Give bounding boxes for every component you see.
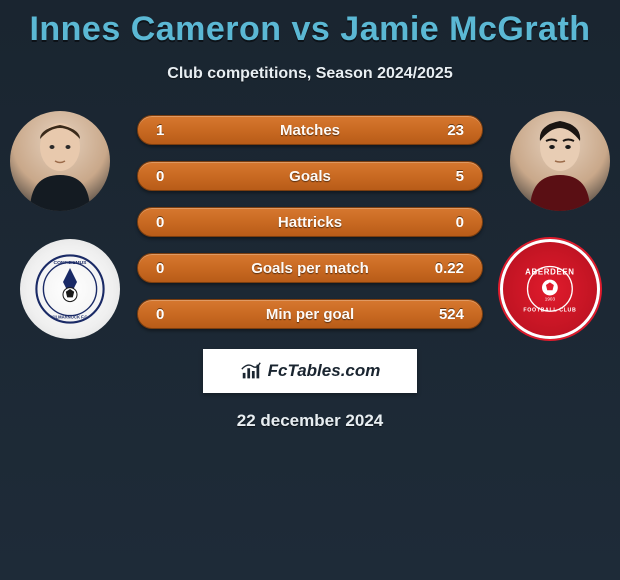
stat-right-value: 0.22 [428, 260, 464, 277]
stat-row: 0 Goals 5 [137, 161, 483, 191]
svg-text:ABERDEEN: ABERDEEN [525, 268, 574, 277]
stat-row: 1 Matches 23 [137, 115, 483, 145]
stat-left-value: 0 [156, 168, 192, 185]
stat-left-value: 1 [156, 122, 192, 139]
stat-row: 0 Min per goal 524 [137, 299, 483, 329]
branding-text: FcTables.com [268, 361, 381, 381]
club-left-crest: CONFIDEMUS KILMARNOCK F.C. [20, 239, 120, 339]
club-right-crest: ABERDEEN 1903 FOOTBALL CLUB [500, 239, 600, 339]
chart-icon [240, 360, 262, 382]
stat-label: Goals [192, 168, 428, 185]
svg-text:1903: 1903 [545, 297, 556, 302]
stat-left-value: 0 [156, 214, 192, 231]
stat-label: Matches [192, 122, 428, 139]
stat-left-value: 0 [156, 260, 192, 277]
stat-left-value: 0 [156, 306, 192, 323]
stat-label: Hattricks [192, 214, 428, 231]
svg-text:CONFIDEMUS: CONFIDEMUS [54, 260, 88, 266]
stat-row: 0 Goals per match 0.22 [137, 253, 483, 283]
date-text: 22 december 2024 [10, 411, 610, 431]
svg-text:FOOTBALL CLUB: FOOTBALL CLUB [523, 307, 576, 313]
stat-label: Min per goal [192, 306, 428, 323]
stat-label: Goals per match [192, 260, 428, 277]
branding-link[interactable]: FcTables.com [203, 349, 417, 393]
svg-text:KILMARNOCK F.C.: KILMARNOCK F.C. [51, 314, 88, 319]
player-right-avatar [510, 111, 610, 211]
stat-right-value: 23 [428, 122, 464, 139]
comparison-panel: CONFIDEMUS KILMARNOCK F.C. ABERDEEN 1903… [0, 111, 620, 431]
subtitle: Club competitions, Season 2024/2025 [0, 65, 620, 83]
stat-right-value: 5 [428, 168, 464, 185]
player-left-avatar [10, 111, 110, 211]
stat-row: 0 Hattricks 0 [137, 207, 483, 237]
page-title: Innes Cameron vs Jamie McGrath [0, 0, 620, 49]
stat-right-value: 524 [428, 306, 464, 323]
stat-right-value: 0 [428, 214, 464, 231]
stats-list: 1 Matches 23 0 Goals 5 0 Hattricks 0 0 G… [137, 111, 483, 329]
